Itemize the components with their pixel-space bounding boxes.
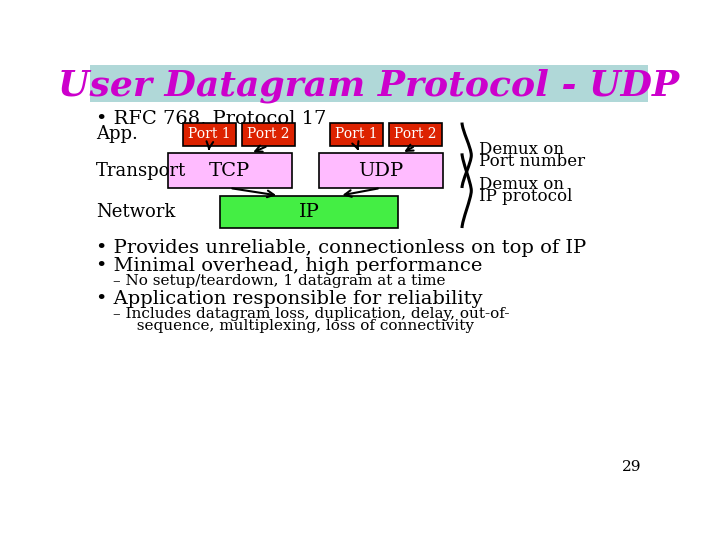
Text: Port 2: Port 2 bbox=[395, 127, 437, 141]
Text: • Application responsible for reliability: • Application responsible for reliabilit… bbox=[96, 289, 482, 308]
Bar bbox=[183, 123, 235, 146]
Text: • RFC 768, Protocol 17: • RFC 768, Protocol 17 bbox=[96, 110, 327, 127]
Bar bbox=[319, 153, 443, 188]
Bar bbox=[220, 195, 398, 228]
Text: sequence, multiplexing, loss of connectivity: sequence, multiplexing, loss of connecti… bbox=[127, 319, 474, 333]
Bar bbox=[330, 123, 383, 146]
Text: IP: IP bbox=[299, 203, 320, 221]
Text: Port 2: Port 2 bbox=[247, 127, 289, 141]
Text: App.: App. bbox=[96, 125, 138, 143]
Text: Demux on: Demux on bbox=[479, 140, 564, 158]
Text: Port number: Port number bbox=[479, 153, 585, 170]
Text: – Includes datagram loss, duplication, delay, out-of-: – Includes datagram loss, duplication, d… bbox=[113, 307, 510, 321]
Text: – No setup/teardown, 1 datagram at a time: – No setup/teardown, 1 datagram at a tim… bbox=[113, 274, 446, 288]
Bar bbox=[242, 123, 294, 146]
Text: TCP: TCP bbox=[209, 161, 250, 180]
Text: Port 1: Port 1 bbox=[336, 127, 378, 141]
Text: Network: Network bbox=[96, 203, 176, 221]
Text: User Datagram Protocol - UDP: User Datagram Protocol - UDP bbox=[58, 69, 680, 103]
Text: • Provides unreliable, connectionless on top of IP: • Provides unreliable, connectionless on… bbox=[96, 239, 587, 257]
Bar bbox=[389, 123, 442, 146]
Text: UDP: UDP bbox=[358, 161, 403, 180]
Text: IP protocol: IP protocol bbox=[479, 188, 572, 205]
Bar bbox=[90, 65, 648, 102]
Text: Transport: Transport bbox=[96, 161, 186, 180]
Text: Demux on: Demux on bbox=[479, 176, 564, 193]
Text: • Minimal overhead, high performance: • Minimal overhead, high performance bbox=[96, 257, 482, 275]
Text: 29: 29 bbox=[622, 461, 642, 475]
Text: Port 1: Port 1 bbox=[188, 127, 230, 141]
Bar bbox=[168, 153, 292, 188]
